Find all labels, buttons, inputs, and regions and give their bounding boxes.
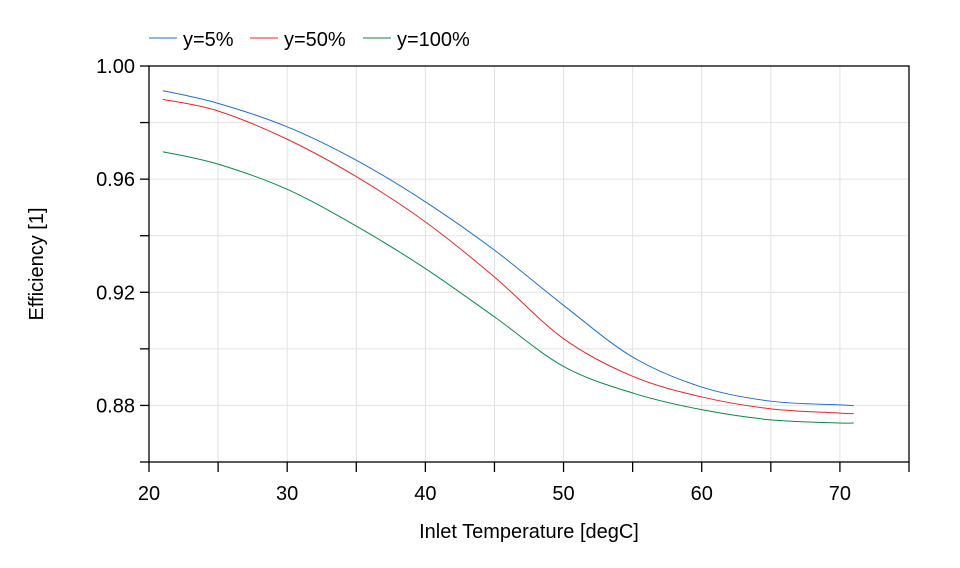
legend: y=5% y=50% y=100%: [149, 29, 470, 51]
legend-label: y=5%: [183, 29, 234, 51]
x-axis-label: Inlet Temperature [degC]: [419, 521, 639, 543]
series-line-2: [162, 151, 854, 424]
x-tick-label: 70: [829, 483, 851, 505]
legend-item: y=50%: [250, 29, 346, 51]
legend-label: y=50%: [284, 29, 346, 51]
y-tick-label: 0.96: [96, 169, 135, 191]
plot-frame: [148, 65, 910, 463]
x-tick-label: 50: [552, 483, 574, 505]
legend-item: y=100%: [363, 29, 470, 51]
legend-item: y=5%: [149, 29, 234, 51]
grid: [149, 66, 909, 462]
axis-ticks: 20 30 40 50 60 70 0.88 0.92 0.96 1.00: [96, 56, 910, 505]
series-line-1: [162, 98, 854, 415]
x-tick-label: 30: [276, 483, 298, 505]
y-tick-label: 1.00: [96, 56, 135, 78]
x-tick-label: 20: [138, 483, 160, 505]
y-tick-label: 0.92: [96, 282, 135, 304]
legend-label: y=100%: [397, 29, 470, 51]
series-lines: [162, 90, 854, 424]
series-line-0: [162, 90, 854, 407]
x-tick-label: 40: [414, 483, 436, 505]
x-tick-label: 60: [691, 483, 713, 505]
y-tick-label: 0.88: [96, 395, 135, 417]
y-axis-label: Efficiency [1]: [26, 207, 48, 320]
